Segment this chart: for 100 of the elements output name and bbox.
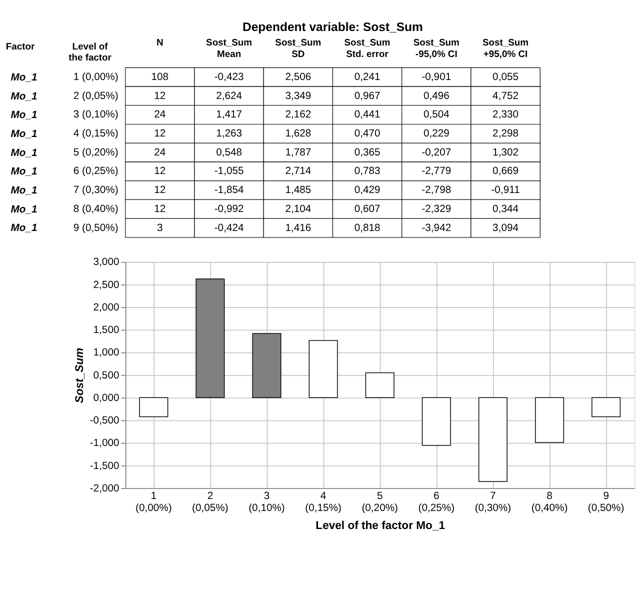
y-tick-label: -1,000: [90, 438, 120, 450]
data-label: 2,714: [285, 166, 312, 178]
y2-tick-label: Mo_1: [10, 186, 38, 197]
y-axis-title: Level of the factor: [68, 40, 112, 63]
data-label: 2,298: [492, 128, 519, 140]
y-tick-label: 2,500: [93, 280, 120, 291]
data-label: 2,624: [216, 90, 242, 102]
data-label: 12: [154, 90, 166, 102]
y2-tick-label: Mo_1: [10, 204, 38, 216]
y2-tick-label: Mo_1: [10, 72, 38, 84]
data-label: 1,787: [285, 147, 312, 158]
data-label: 0,229: [423, 128, 450, 140]
y-tick-label: 2 (0,05%): [73, 90, 118, 102]
x-tick-label: 5 (0,20%): [362, 490, 398, 514]
y-tick-label: 6 (0,25%): [73, 166, 118, 178]
x-tick-label: 7 (0,30%): [474, 490, 512, 514]
y-tick-label: -0,500: [90, 416, 120, 427]
data-label: -0,992: [214, 204, 244, 215]
data-label: 24: [154, 110, 166, 121]
data-label: -2,798: [422, 185, 452, 196]
bar: [252, 333, 282, 398]
data-label: 12: [154, 128, 166, 140]
data-label: 1,302: [492, 147, 519, 158]
x-tick-label: Sost_Sum Mean: [206, 36, 252, 59]
y-tick-label: -1,500: [90, 460, 120, 472]
data-label: 3,349: [285, 90, 312, 102]
y-tick-label: -2,000: [90, 483, 120, 494]
x-tick-label: 8 (0,40%): [531, 490, 568, 514]
data-label: 2,506: [285, 72, 312, 83]
data-label: 1,417: [216, 110, 242, 121]
data-label: 3: [157, 222, 164, 234]
data-label: -0,901: [422, 72, 452, 83]
y2-tick-label: Mo_1: [10, 110, 38, 122]
data-label: 2,104: [285, 204, 312, 215]
x-tick-label: Sost_Sum SD: [275, 36, 322, 59]
chart-title: Dependent variable: Sost_Sum: [242, 20, 424, 34]
data-label: 0,055: [492, 72, 519, 83]
data-label: 0,496: [423, 90, 450, 102]
data-label: 0,607: [354, 204, 380, 215]
y-tick-label: 0,000: [93, 392, 120, 404]
data-label: 0,470: [354, 128, 380, 140]
bar: [365, 372, 394, 398]
data-label: 0,669: [492, 166, 519, 178]
y-tick-label: 3 (0,10%): [73, 110, 118, 121]
data-label: 4,752: [492, 90, 519, 102]
y2-axis-title: Factor: [6, 40, 35, 52]
y-tick-label: 4 (0,15%): [73, 128, 118, 140]
x-tick-label: 6 (0,25%): [418, 490, 455, 514]
data-label: 0,344: [492, 204, 519, 215]
data-label: -1,055: [214, 166, 244, 178]
y-tick-label: 0,500: [93, 370, 120, 382]
y-tick-label: 1,000: [93, 348, 120, 359]
data-label: 1,628: [285, 128, 312, 140]
x-axis-title: Level of the factor Mo_1: [316, 520, 445, 532]
x-tick-label: Sost_Sum Std. error: [344, 36, 390, 59]
bar: [534, 397, 564, 443]
data-label: -0,911: [491, 185, 520, 196]
data-label: 0,365: [354, 147, 380, 158]
data-label: 3,094: [492, 222, 519, 234]
y2-tick-label: Mo_1: [10, 148, 38, 159]
data-label: 0,504: [423, 110, 450, 121]
data-label: -0,207: [422, 147, 452, 158]
y2-tick-label: Mo_1: [10, 128, 38, 140]
data-label: -1,854: [214, 185, 244, 196]
y2-tick-label: Mo_1: [10, 223, 38, 234]
y-tick-label: 9 (0,50%): [73, 222, 118, 234]
data-label: 0,548: [216, 147, 242, 158]
data-label: 0,441: [354, 110, 380, 121]
x-tick-label: 4 (0,15%): [305, 490, 342, 514]
data-label: 24: [154, 147, 166, 158]
data-label: 12: [154, 204, 166, 215]
bar: [139, 397, 168, 418]
y-tick-label: 1 (0,00%): [73, 72, 118, 83]
bar: [478, 397, 508, 482]
bar: [592, 397, 621, 418]
data-label: 0,429: [354, 185, 380, 196]
y-tick-label: 8 (0,40%): [73, 204, 118, 215]
y-tick-label: 7 (0,30%): [73, 185, 118, 196]
data-label: 0,818: [354, 222, 380, 234]
data-label: 1,416: [285, 222, 312, 234]
x-tick-label: 3 (0,10%): [248, 490, 285, 514]
x-tick-label: Sost_Sum +95,0% CI: [482, 36, 529, 59]
data-label: 0,241: [354, 72, 380, 83]
data-label: -2,779: [422, 166, 452, 178]
data-label: 2,330: [492, 110, 519, 121]
x-tick-label: 9 (0,50%): [588, 490, 624, 514]
data-label: 0,783: [354, 166, 380, 178]
bar: [196, 278, 225, 398]
bar: [422, 397, 451, 446]
x-tick-label: N: [156, 36, 164, 48]
y-axis-title: Sost_Sum: [74, 348, 86, 404]
y2-tick-label: Mo_1: [10, 166, 38, 178]
data-label: 108: [151, 72, 169, 83]
data-label: 1,485: [285, 185, 312, 196]
data-label: -0,423: [214, 72, 244, 83]
data-label: -2,329: [422, 204, 452, 215]
data-label: 0,967: [354, 90, 380, 102]
y2-tick-label: Mo_1: [10, 91, 38, 102]
x-tick-label: Sost_Sum -95,0% CI: [413, 36, 460, 59]
x-tick-label: 2 (0,05%): [192, 490, 228, 514]
